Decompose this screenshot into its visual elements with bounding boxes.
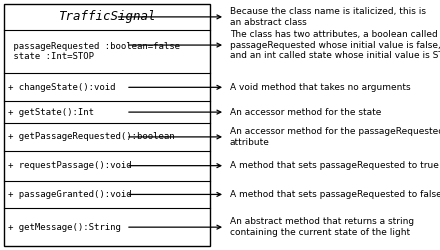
Text: A method that sets passageRequested to false: A method that sets passageRequested to f… <box>230 190 440 199</box>
Text: The class has two attributes, a boolean called
passageRequested whose initial va: The class has two attributes, a boolean … <box>230 30 440 60</box>
Text: + passageGranted():void: + passageGranted():void <box>8 190 132 199</box>
Text: + getMessage():String: + getMessage():String <box>8 223 121 232</box>
Bar <box>4 4 210 246</box>
Text: TrafficSignal: TrafficSignal <box>58 10 156 24</box>
Text: + getPassageRequested():boolean: + getPassageRequested():boolean <box>8 132 175 141</box>
Text: Because the class name is italicized, this is
an abstract class: Because the class name is italicized, th… <box>230 7 426 26</box>
Text: + getState():Int: + getState():Int <box>8 108 94 116</box>
Text: passageRequested :boolean=false
 state :Int=STOP: passageRequested :boolean=false state :I… <box>8 42 180 61</box>
Text: An abstract method that returns a string
containing the current state of the lig: An abstract method that returns a string… <box>230 218 414 237</box>
Text: A void method that takes no arguments: A void method that takes no arguments <box>230 83 411 92</box>
Text: + changeState():void: + changeState():void <box>8 83 115 92</box>
Text: An accessor method for the state: An accessor method for the state <box>230 108 381 116</box>
Text: + requestPassage():void: + requestPassage():void <box>8 161 132 170</box>
Text: An accessor method for the passageRequested
attribute: An accessor method for the passageReques… <box>230 127 440 146</box>
Text: A method that sets passageRequested to true: A method that sets passageRequested to t… <box>230 161 439 170</box>
